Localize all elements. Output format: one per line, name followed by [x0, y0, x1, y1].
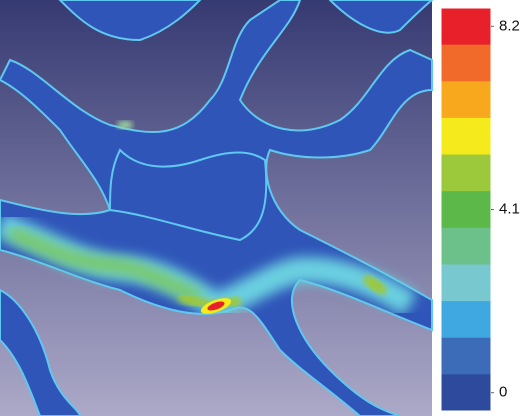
colorbar-segment: [441, 374, 491, 412]
colorbar-segment: [441, 81, 491, 119]
colorbar-segment: [441, 154, 491, 192]
colorbar-tick-label: 0: [499, 384, 507, 401]
colorbar: 8.2 4.1 0: [440, 7, 520, 412]
colorbar-segment: [441, 191, 491, 229]
colorbar-segment: [441, 44, 491, 82]
colorbar-segment: [441, 117, 491, 156]
colorbar-segment: [441, 337, 491, 375]
colorbar-segment: [441, 8, 491, 46]
colorbar-segment: [441, 227, 491, 265]
colorbar-tick-label: 4.1: [499, 200, 520, 217]
colorbar-segment: [441, 264, 491, 302]
field-image: [0, 0, 434, 416]
colorbar-segment: [441, 301, 491, 339]
colorbar-tick-label: 8.2: [499, 17, 520, 34]
